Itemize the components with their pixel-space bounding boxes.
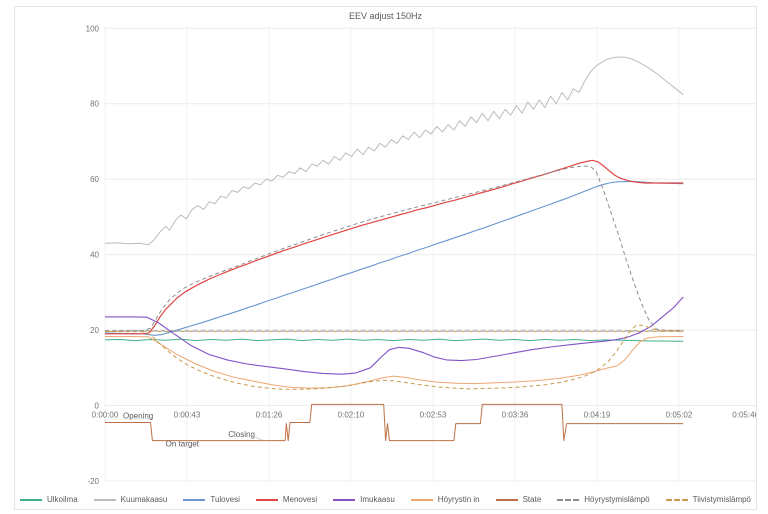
series-line-tiivistymisl-mp- xyxy=(105,324,684,390)
legend-label: Tiivistymislämpö xyxy=(692,495,751,504)
legend-item-imukaasu: Imukaasu xyxy=(333,495,395,504)
x-axis-tick-label: 0:03:36 xyxy=(502,411,529,420)
legend-swatch xyxy=(665,498,688,501)
state-annotation: Closing xyxy=(228,430,255,439)
legend-label: Höyrystymislämpö xyxy=(584,495,650,504)
legend-label: State xyxy=(522,495,542,504)
series-line-kuumakaasu xyxy=(104,56,684,246)
chart-card: EEV adjust 150Hz 100 80 60 40 20 0 -20 0:00:00 0… xyxy=(14,6,757,510)
x-axis-tick-label: 0:05:02 xyxy=(666,411,693,420)
legend-label: Kuumakaasu xyxy=(120,495,168,504)
y-axis-tick-label: 100 xyxy=(86,24,100,33)
x-axis-tick-label: 0:00:00 xyxy=(92,411,119,420)
x-axis-tick-label: 0:00:43 xyxy=(174,411,201,420)
legend-swatch xyxy=(19,498,42,501)
x-axis-tick-label: 0:04:19 xyxy=(584,411,611,420)
x-axis-tick-label: 0:02:53 xyxy=(420,411,447,420)
legend-item-ulkoilma: Ulkoilma xyxy=(19,495,78,504)
legend-swatch xyxy=(557,498,580,501)
legend-swatch xyxy=(333,498,356,501)
series-line-tulovesi xyxy=(104,180,684,336)
legend-label: Ulkoilma xyxy=(46,495,78,504)
y-axis-tick-label: 0 xyxy=(95,402,100,411)
legend-swatch xyxy=(410,498,433,501)
legend-swatch xyxy=(183,498,206,501)
legend-swatch xyxy=(93,498,116,501)
y-axis-tick-label: 20 xyxy=(90,326,99,335)
y-axis-tick-label: 80 xyxy=(90,100,99,109)
legend-item-h-yrystymisl-mp-: Höyrystymislämpö xyxy=(557,495,650,504)
series-line-state xyxy=(105,403,684,442)
legend-item-h-yrystin-in: Höyrystin in xyxy=(410,495,480,504)
x-axis-tick-label: 0:02:10 xyxy=(338,411,365,420)
legend-label: Menovesi xyxy=(282,495,318,504)
annotation-leader-line xyxy=(250,434,263,441)
chart-plot-area: 100 80 60 40 20 0 -20 0:00:00 0:00:43 0:01:26 0:02… xyxy=(86,24,756,486)
y-axis-tick-label: 40 xyxy=(90,251,99,260)
x-axis-tick-label: 0:05:46 xyxy=(732,411,756,420)
legend-item-state: State xyxy=(495,495,542,504)
x-axis-tick-label: 0:01:26 xyxy=(256,411,283,420)
y-axis-tick-label: 60 xyxy=(90,175,99,184)
legend-item-tiivistymisl-mp-: Tiivistymislämpö xyxy=(665,495,751,504)
legend-item-tulovesi: Tulovesi xyxy=(183,495,240,504)
chart-title: EEV adjust 150Hz xyxy=(348,11,423,21)
chart-legend: Ulkoilma Kuumakaasu Tulovesi Menovesi Imukaa… xyxy=(15,495,756,504)
legend-item-kuumakaasu: Kuumakaasu xyxy=(93,495,168,504)
y-axis-tick-label: -20 xyxy=(87,477,99,486)
legend-swatch xyxy=(495,498,518,501)
legend-swatch xyxy=(255,498,278,501)
legend-label: Höyrystin in xyxy=(437,495,480,504)
legend-item-menovesi: Menovesi xyxy=(255,495,318,504)
legend-label: Imukaasu xyxy=(360,495,395,504)
state-annotation: Opening xyxy=(123,411,153,420)
series-line-h-yrystin-in xyxy=(105,336,684,389)
state-annotation: On target xyxy=(166,440,200,449)
series-line-ulkoilma xyxy=(104,338,684,342)
series-line-imukaasu xyxy=(105,296,684,375)
series-line-h-yrystymisl-mp- xyxy=(105,165,684,332)
legend-label: Tulovesi xyxy=(210,495,240,504)
series-line-menovesi xyxy=(105,159,684,335)
